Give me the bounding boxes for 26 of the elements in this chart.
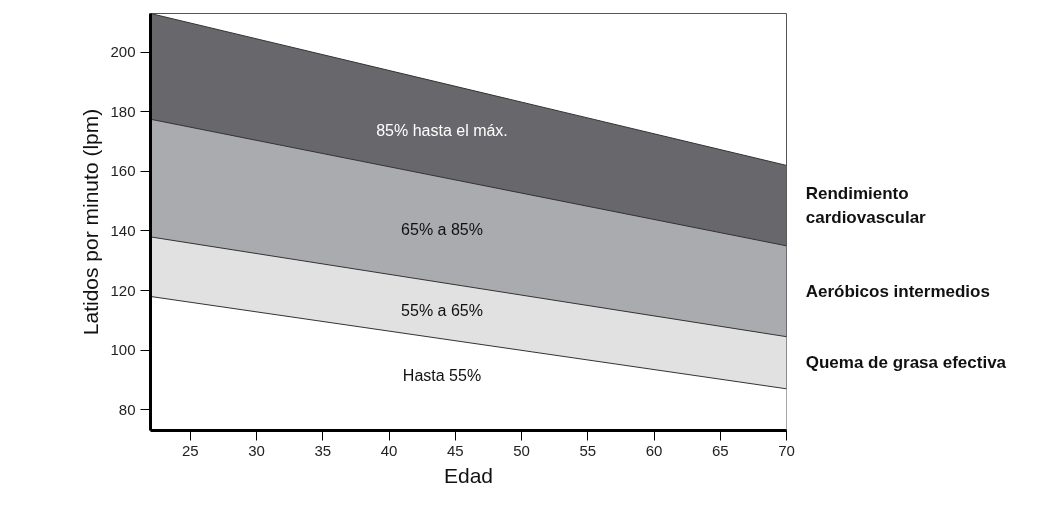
x-tick-label: 70 (778, 441, 795, 459)
x-tick-label: 50 (513, 441, 530, 459)
annotation: 55% a 65% (401, 302, 483, 320)
y-tick-label: 180 (110, 102, 136, 120)
x-tick-label: 65 (711, 441, 729, 459)
x-tick-label: 55 (579, 441, 597, 459)
y-tick-label: 80 (118, 400, 136, 418)
y-tick-label: 120 (110, 281, 136, 299)
x-tick-label: 35 (314, 441, 332, 459)
series-label: Quema de grasa efectiva (805, 353, 1007, 373)
y-axis-title: Latidos por minuto (lpm) (79, 108, 103, 336)
x-tick-label: 45 (446, 441, 464, 459)
annotation: Hasta 55% (402, 367, 482, 385)
series-label: Aeróbicos intermedios (805, 281, 990, 301)
x-tick-label: 25 (181, 441, 199, 459)
annotation: 65% a 85% (401, 221, 483, 239)
x-axis-title: Edad (443, 463, 494, 487)
x-tick-label: 40 (380, 441, 398, 459)
y-tick-label: 200 (110, 43, 136, 61)
x-tick-label: 60 (645, 441, 663, 459)
annotation: 85% hasta el máx. (376, 121, 508, 139)
y-tick-label: 140 (110, 221, 136, 239)
y-tick-label: 100 (110, 341, 136, 359)
series-label: Rendimiento cardiovascular (805, 184, 927, 227)
y-tick-label: 160 (110, 162, 136, 180)
x-tick-label: 30 (248, 441, 265, 459)
